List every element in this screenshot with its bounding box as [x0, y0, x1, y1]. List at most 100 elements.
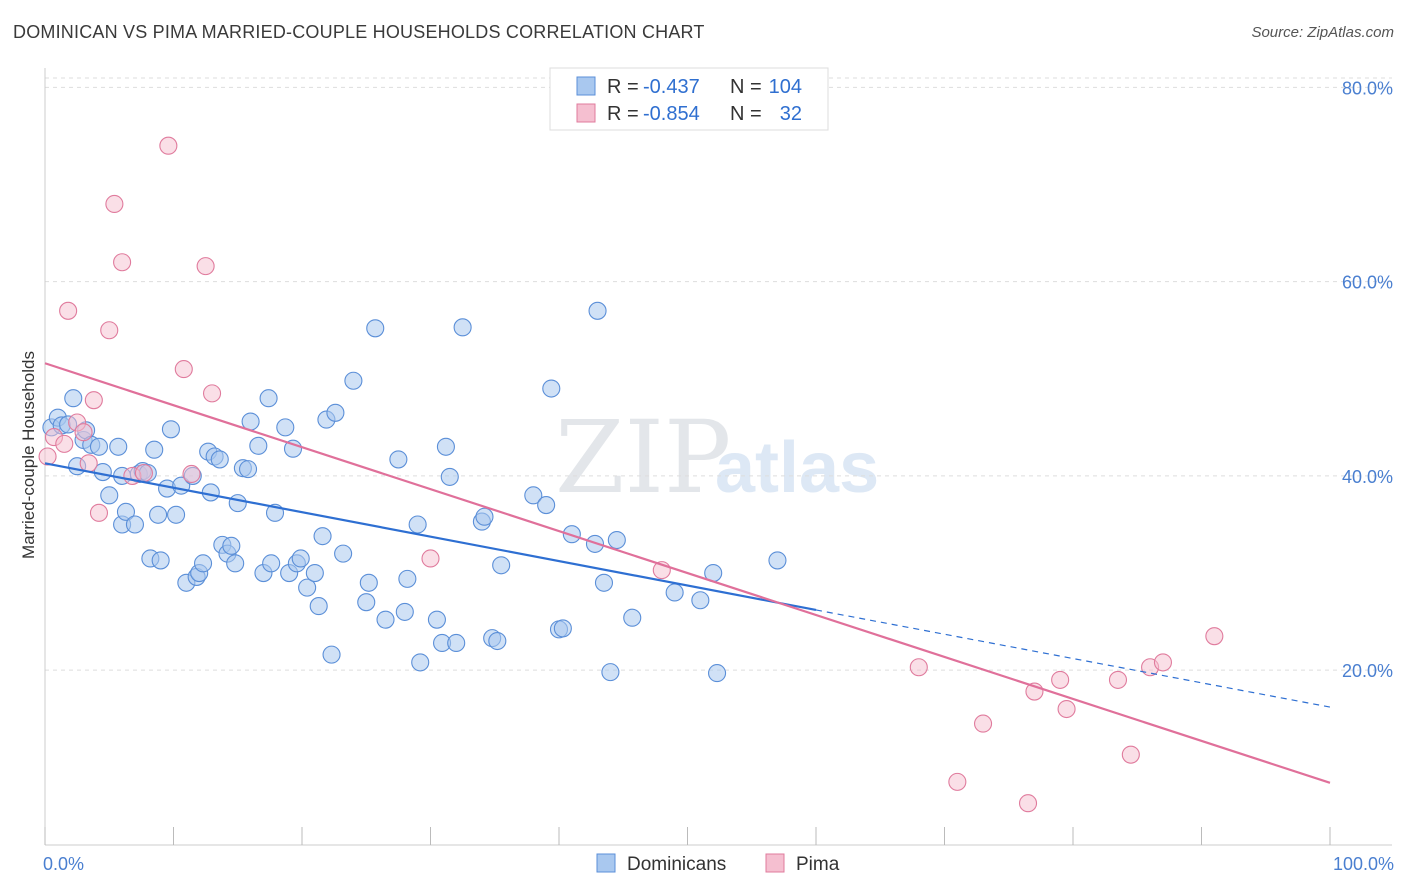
x-ticks	[44, 827, 1331, 845]
x-tick-label-min: 0.0%	[43, 854, 84, 874]
point-dominicans-62	[334, 544, 353, 563]
legend-swatch-pima	[576, 103, 596, 123]
legend-n-label-1: N =	[730, 76, 762, 98]
y-axis-label: Married-couple Households	[19, 351, 38, 559]
point-pima-19	[421, 549, 440, 568]
legend-n-value-1: 104	[769, 76, 802, 98]
point-dominicans-61	[326, 403, 345, 422]
point-dominicans-56	[305, 563, 324, 583]
legend-swatch-dominicans	[576, 76, 596, 96]
y-tick-label-60: 60.0%	[1342, 273, 1393, 293]
point-pima-21	[909, 658, 928, 677]
point-dominicans-48	[262, 554, 281, 573]
point-dominicans-100	[768, 551, 787, 570]
point-dominicans-12	[109, 437, 128, 456]
bottom-legend: Dominicans Pima	[596, 853, 840, 875]
trend-lines	[44, 362, 1331, 784]
y-tick-label-40: 40.0%	[1342, 467, 1393, 487]
point-pima-24	[1018, 794, 1038, 813]
point-dominicans-96	[665, 583, 684, 602]
point-dominicans-45	[249, 436, 268, 455]
point-dominicans-43	[238, 460, 258, 479]
point-dominicans-92	[594, 573, 614, 592]
point-dominicans-80	[475, 507, 494, 526]
point-pima-0	[38, 447, 57, 466]
point-pima-31	[1153, 653, 1172, 672]
point-dominicans-9	[89, 437, 109, 456]
legend-n-label-2: N =	[730, 103, 762, 125]
point-dominicans-73	[427, 610, 446, 629]
point-dominicans-99	[708, 664, 727, 683]
point-pima-15	[174, 360, 193, 379]
point-dominicans-57	[309, 597, 328, 616]
point-dominicans-58	[313, 527, 332, 546]
point-dominicans-22	[149, 505, 168, 524]
point-dominicans-60	[322, 645, 341, 664]
point-dominicans-95	[623, 608, 642, 627]
point-dominicans-67	[376, 610, 395, 629]
point-dominicans-69	[395, 602, 414, 621]
trend-dominicans	[44, 462, 817, 612]
point-dominicans-63	[344, 371, 363, 390]
point-pima-6	[79, 454, 98, 473]
point-pima-32	[1205, 627, 1224, 646]
point-pima-29	[1121, 745, 1140, 764]
point-dominicans-88	[553, 619, 572, 638]
trend-dominicans-extension	[815, 609, 1331, 708]
bottom-legend-dominicans: Dominicans	[627, 854, 726, 875]
legend-r-label-2: R =	[607, 103, 639, 125]
watermark-zip: ZIP	[555, 399, 731, 516]
point-pima-17	[196, 257, 215, 276]
point-pima-28	[1108, 670, 1128, 689]
point-dominicans-32	[194, 554, 213, 573]
bottom-legend-pima: Pima	[796, 854, 840, 875]
point-dominicans-34	[201, 483, 220, 502]
point-dominicans-23	[151, 551, 170, 570]
point-pima-11	[113, 253, 132, 272]
point-pima-7	[84, 391, 103, 410]
point-dominicans-83	[492, 556, 511, 575]
legend: R = -0.437 N = 104 R = -0.854 N = 32	[549, 67, 829, 131]
point-pima-26	[1051, 670, 1070, 689]
point-dominicans-75	[436, 437, 455, 456]
point-pima-13	[134, 463, 153, 483]
point-dominicans-77	[447, 633, 466, 653]
legend-r-value-2: -0.854	[643, 103, 700, 125]
x-tick-label-max: 100.0%	[1333, 854, 1394, 874]
point-dominicans-82	[488, 631, 507, 651]
gridlines	[45, 77, 1392, 671]
point-dominicans-85	[537, 496, 556, 515]
y-tick-label-80: 80.0%	[1342, 78, 1393, 98]
legend-n-value-2: 32	[780, 103, 802, 125]
legend-r-value-1: -0.437	[643, 76, 700, 98]
point-dominicans-64	[357, 593, 376, 612]
point-pima-3	[59, 301, 78, 320]
legend-box	[549, 67, 829, 131]
series-pima	[38, 136, 1224, 813]
point-dominicans-21	[145, 440, 164, 459]
point-pima-27	[1057, 699, 1076, 719]
point-pima-16	[182, 464, 201, 484]
point-dominicans-72	[411, 653, 430, 672]
point-pima-14	[159, 136, 178, 155]
watermark-atlas: atlas	[715, 428, 879, 508]
point-pima-2	[55, 434, 74, 453]
point-pima-5	[74, 423, 93, 442]
point-dominicans-84	[524, 486, 543, 505]
point-dominicans-91	[588, 301, 607, 320]
point-dominicans-78	[453, 318, 472, 337]
bottom-legend-swatch-dominicans	[596, 853, 616, 873]
point-dominicans-65	[359, 573, 378, 592]
source-label: Source: ZipAtlas.com	[1251, 24, 1394, 41]
y-tick-label-20: 20.0%	[1342, 661, 1393, 681]
legend-r-label-1: R =	[607, 76, 639, 98]
point-dominicans-25	[161, 420, 180, 439]
chart-title: DOMINICAN VS PIMA MARRIED-COUPLE HOUSEHO…	[13, 22, 705, 42]
point-dominicans-36	[210, 450, 229, 469]
point-dominicans-47	[259, 389, 278, 408]
point-dominicans-86	[542, 379, 561, 398]
point-dominicans-97	[691, 591, 710, 610]
point-dominicans-50	[276, 418, 295, 437]
point-pima-22	[948, 772, 967, 791]
